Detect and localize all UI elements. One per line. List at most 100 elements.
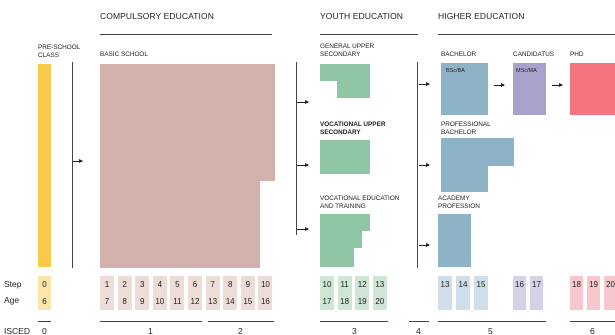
cell-basic-age: 11 — [173, 297, 182, 306]
arrow-basic-general — [297, 100, 309, 104]
arrow-basic-vocational — [297, 163, 309, 167]
isced-label-0: 0 — [42, 326, 47, 335]
cell-basic-5: 5 11 — [170, 276, 185, 310]
isced-bar-4 — [409, 321, 429, 322]
cell-youth-age: 19 — [357, 297, 367, 306]
arrow-basic-vet — [297, 227, 309, 231]
label-vocational-education-training: VOCATIONAL EDUCATION AND TRAINING — [320, 195, 400, 210]
cell-basic-7: 7 13 — [205, 276, 220, 310]
cell-basic-age: 12 — [190, 297, 200, 306]
cell-bachelor-step: 15 — [476, 280, 486, 289]
cell-candidatus-step: 17 — [532, 280, 541, 289]
cell-basic-step: 1 — [104, 280, 110, 289]
cell-basic-step: 6 — [192, 280, 198, 289]
label-professional-bachelor: PROFESSIONAL BACHELOR — [441, 121, 491, 136]
label-general-upper-secondary: GENERAL UPPER SECONDARY — [320, 43, 375, 58]
block-vocational-upper-secondary — [320, 140, 370, 174]
cell-phd-3: 20 — [604, 276, 615, 310]
header-compulsory-education: COMPULSORY EDUCATION — [100, 11, 214, 21]
cell-candidatus-2: 17 — [530, 276, 543, 310]
header-divider-higher — [438, 34, 615, 35]
cell-basic-step: 3 — [139, 280, 145, 289]
isced-bar-1 — [100, 321, 202, 322]
block-vocational-education-training — [320, 214, 370, 267]
cell-bachelor-1: 13 — [438, 276, 452, 310]
isced-bar-3 — [320, 321, 388, 322]
cell-candidatus-1: 16 — [513, 276, 526, 310]
cell-bachelor-step: 13 — [440, 280, 450, 289]
cell-basic-age: 8 — [122, 297, 127, 306]
isced-bar-5 — [438, 321, 546, 322]
cell-basic-age: 7 — [104, 297, 110, 306]
header-divider-compulsory — [100, 34, 272, 35]
cell-basic-step: 4 — [157, 280, 163, 289]
row-label-isced: ISCED — [4, 326, 30, 335]
tag-bsc-ba: BSc/BA — [446, 68, 465, 74]
cell-basic-age: 15 — [243, 297, 253, 306]
arrow-youth-bachelor — [419, 82, 430, 86]
isced-label-2: 2 — [238, 326, 243, 335]
cell-basic-age: 10 — [155, 297, 165, 306]
arrow-youth-prof-bachelor — [419, 163, 430, 167]
cell-youth-step: 13 — [375, 280, 385, 289]
cell-phd-step: 18 — [572, 280, 581, 289]
isced-label-6: 6 — [590, 326, 595, 335]
block-preschool — [38, 64, 51, 267]
block-basic-school — [100, 64, 275, 268]
isced-bar-0 — [38, 321, 51, 322]
cell-youth-3: 12 19 — [355, 276, 370, 310]
cell-phd-1: 18 — [570, 276, 583, 310]
cell-bachelor-3: 15 — [474, 276, 488, 310]
label-preschool-class: PRE-SCHOOL CLASS — [38, 44, 81, 59]
label-basic-school: BASIC SCHOOL — [100, 51, 148, 58]
cell-youth-step: 11 — [340, 280, 349, 289]
cell-basic-age: 9 — [139, 297, 145, 306]
cell-basic-10: 10 16 — [258, 276, 273, 310]
cell-basic-4: 4 10 — [152, 276, 167, 310]
cell-preschool: 0 6 — [38, 276, 51, 310]
isced-bar-6 — [570, 321, 615, 322]
tag-msc-ma: MSc/MA — [516, 68, 537, 74]
cell-basic-step: 10 — [260, 280, 270, 289]
cell-basic-6: 6 12 — [188, 276, 202, 310]
row-label-age: Age — [4, 295, 20, 305]
isced-label-1: 1 — [148, 326, 153, 335]
cell-candidatus-step: 16 — [515, 280, 524, 289]
cell-basic-step: 7 — [210, 280, 215, 289]
block-general-upper-secondary — [320, 64, 370, 98]
cell-preschool-step: 0 — [42, 280, 47, 289]
isced-label-4: 4 — [416, 326, 421, 335]
arrow-preschool-basic — [73, 159, 83, 163]
cell-basic-step: 9 — [245, 280, 251, 289]
label-academy-profession: ACADEMY PROFESSION — [438, 195, 480, 210]
arrow-bachelor-candidatus — [494, 83, 505, 87]
block-professional-bachelor — [441, 138, 514, 192]
header-higher-education: HIGHER EDUCATION — [438, 11, 525, 21]
label-bachelor: BACHELOR — [441, 51, 477, 58]
divider-youth-higher — [417, 62, 418, 268]
divider-basic-youth — [296, 62, 297, 235]
cell-youth-1: 10 17 — [320, 276, 334, 310]
divider-preschool — [72, 62, 73, 268]
block-academy-profession — [438, 214, 471, 267]
cell-phd-step: 19 — [589, 280, 598, 289]
cell-bachelor-step: 14 — [458, 280, 468, 289]
cell-basic-step: 5 — [175, 280, 180, 289]
block-bachelor: BSc/BA — [441, 63, 488, 115]
row-label-step: Step — [4, 279, 22, 289]
label-phd: PHD — [570, 51, 584, 58]
cell-phd-2: 19 — [587, 276, 600, 310]
isced-label-3: 3 — [352, 326, 357, 335]
label-vocational-upper-secondary: VOCATIONAL UPPER SECONDARY — [320, 121, 386, 136]
block-phd — [570, 63, 615, 115]
cell-youth-step: 10 — [322, 280, 332, 289]
cell-basic-age: 13 — [208, 297, 218, 306]
isced-label-5: 5 — [488, 326, 493, 335]
cell-youth-age: 20 — [375, 297, 385, 306]
cell-preschool-age: 6 — [42, 297, 47, 306]
cell-basic-age: 14 — [225, 297, 235, 306]
block-candidatus: MSc/MA — [513, 63, 546, 115]
header-divider-youth — [320, 34, 418, 35]
